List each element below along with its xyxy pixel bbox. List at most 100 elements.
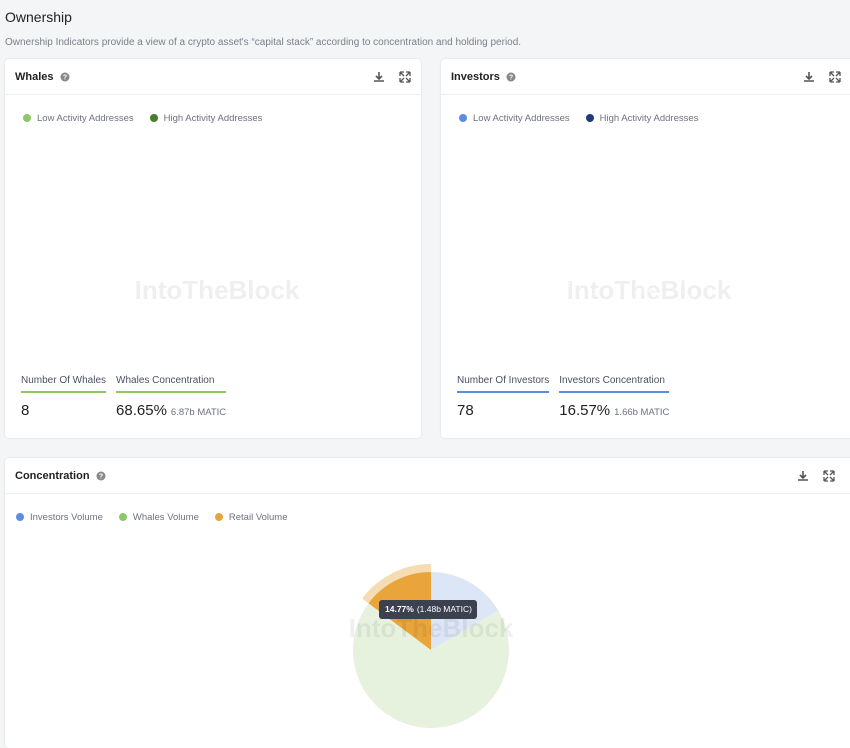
stats: Number Of Investors 78 Investors Concentra…	[457, 375, 670, 419]
legend-item: Retail Volume	[214, 512, 288, 523]
stat: Number Of Investors 78	[457, 375, 550, 419]
stat-value: 16.57% 1.66b MATIC	[559, 402, 669, 419]
expand-icon[interactable]	[399, 70, 411, 83]
bubble-label: 41%	[609, 321, 622, 328]
bubble-label: 11	[624, 354, 631, 361]
legend-label: High Activity Addresses	[163, 113, 263, 124]
legend-swatch	[214, 513, 223, 521]
tooltip-box	[379, 600, 477, 619]
download-icon[interactable]	[373, 71, 385, 83]
tooltip: 14.77% (1.48b MATIC)	[379, 600, 477, 619]
legend-swatch	[459, 114, 467, 122]
svg-text:?: ?	[62, 74, 66, 81]
bubble-label: 0.95%	[643, 303, 662, 310]
stat-value: 78	[457, 402, 549, 419]
legend-item: Whales Volume	[118, 512, 199, 523]
bubble-label: 0.77%	[617, 262, 636, 269]
bubble-label: 1.00%	[684, 315, 703, 322]
bubble-label: 11	[577, 303, 584, 310]
stat-value: 68.65% 6.87b MATIC	[116, 402, 226, 419]
bubble-label: 13	[629, 314, 637, 321]
bubble-chart: IntoTheBlock 3.35% 5.61% 1.39% 2.73% 5.58% 10.…	[135, 261, 300, 370]
bubble-label: 59%	[601, 251, 614, 258]
download-icon[interactable]	[803, 71, 815, 83]
bubble-label: 18	[631, 246, 639, 253]
bubble-label: 11	[710, 266, 717, 273]
bubble-label: 5.58%	[227, 307, 249, 316]
bubble-label: 24	[670, 256, 678, 263]
bubble-label: 11	[702, 283, 709, 290]
legend-swatch	[23, 114, 31, 122]
bubble-label: 11	[634, 334, 641, 341]
stat-label: Whales Concentration	[116, 375, 227, 393]
bubble-label: 11	[671, 315, 678, 322]
bubble-label: 37.87%	[235, 361, 261, 370]
bubble-label: 5.61%	[216, 266, 238, 275]
bubble-label: 11	[688, 294, 695, 301]
legend-item: Low Activity Addresses	[459, 113, 570, 124]
investors-panel: Investors ? Low Activity Addresses High A…	[441, 59, 850, 438]
bubble-label: 2.73%	[190, 296, 212, 305]
page-title: Ownership	[5, 9, 72, 25]
legend-swatch	[149, 114, 158, 122]
expand-icon[interactable]	[829, 70, 841, 83]
bubble-label: 10	[602, 269, 610, 276]
bubble-label: 0.94%	[639, 288, 658, 295]
stat: Investors Concentration 16.57% 1.66b MATIC	[559, 375, 670, 419]
concentration-panel: Concentration ? Investors Volume Whales V…	[5, 458, 850, 748]
bubble-label: 15	[613, 284, 621, 291]
help-icon[interactable]: ?	[60, 72, 70, 82]
stat-label: Number Of Whales	[21, 375, 107, 393]
bubble-label: 28%	[667, 238, 680, 245]
expand-icon[interactable]	[823, 469, 835, 482]
panel-header: Whales ?	[5, 59, 421, 95]
legend: Low Activity Addresses High Activity Addr…	[459, 113, 698, 124]
help-icon[interactable]: ?	[506, 72, 516, 82]
legend-swatch	[16, 513, 24, 521]
page-subtitle: Ownership Indicators provide a view of a…	[5, 37, 522, 48]
bubble-label: 12	[590, 290, 598, 297]
bubble-label: 18	[605, 300, 613, 307]
legend-swatch	[585, 114, 594, 122]
bubble-label: 19	[652, 257, 660, 264]
legend-item: Investors Volume	[16, 512, 103, 523]
stat-value: 8	[21, 402, 106, 419]
legend-item: Low Activity Addresses	[23, 113, 134, 124]
stat-number: 8	[21, 402, 30, 419]
bubble-label: 12	[593, 316, 601, 323]
bubble-label: 12	[682, 336, 690, 343]
download-icon[interactable]	[797, 470, 809, 482]
bubble-label: 22	[626, 296, 634, 303]
stat-number: 78	[457, 402, 474, 419]
tooltip-detail: (1.48b MATIC)	[417, 604, 472, 614]
legend-label: Low Activity Addresses	[37, 113, 134, 124]
bubble-label: 11	[662, 221, 669, 228]
legend: Low Activity Addresses High Activity Addr…	[23, 113, 262, 124]
bubble-label: 12	[648, 322, 656, 329]
bubble-label: 10	[638, 271, 646, 278]
watermark: IntoTheBlock	[567, 275, 732, 305]
bubble-label: 11	[568, 282, 575, 289]
stat: Whales Concentration 68.65% 6.87b MATIC	[116, 375, 227, 419]
stats: Number Of Whales 8 Whales Concentration 68.…	[21, 375, 227, 419]
tooltip-text: 14.77% (1.48b MATIC)	[385, 604, 472, 614]
legend-swatch	[118, 513, 127, 521]
help-icon[interactable]: ?	[96, 471, 106, 481]
stat-sub: 1.66b MATIC	[614, 407, 670, 418]
bubble-label: 11	[583, 271, 590, 278]
stat: Number Of Whales 8	[21, 375, 107, 419]
bubble-label: 11	[667, 298, 674, 305]
panel-title: Concentration	[15, 469, 90, 482]
panel-title: Investors	[451, 70, 500, 83]
bubble-label: 23	[658, 274, 666, 281]
panel-title: Whales	[15, 70, 54, 83]
stat-number: 68.65%	[116, 402, 167, 419]
bubble-label: 11	[707, 306, 714, 313]
panel-header: Investors ?	[441, 59, 850, 95]
stat-label: Investors Concentration	[559, 375, 670, 393]
legend-label: Investors Volume	[30, 512, 103, 523]
bubble-label: 0.80%	[580, 250, 599, 257]
bubble-label: 29	[688, 265, 696, 272]
